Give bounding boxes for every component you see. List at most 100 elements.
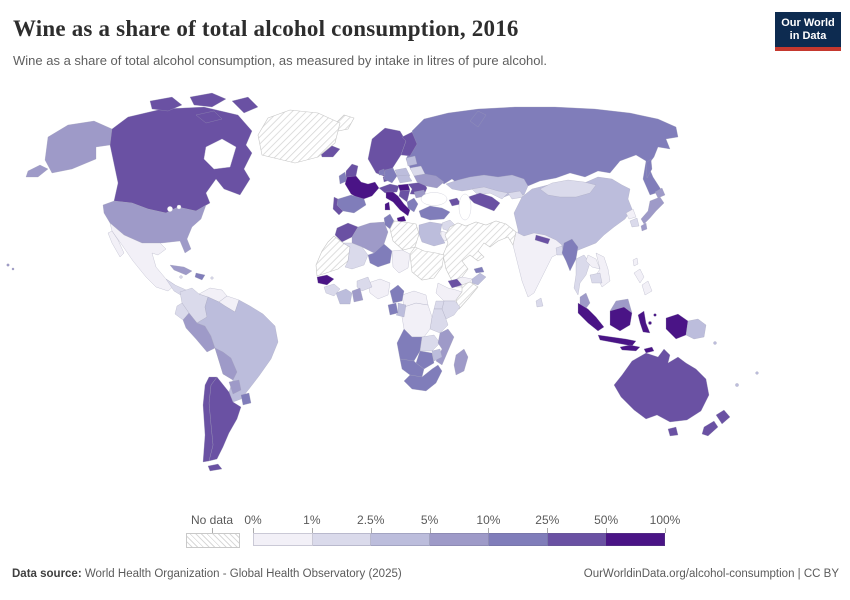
region-italy-sicily[interactable] [396,215,407,223]
legend-bin-25-50%[interactable] [547,533,607,546]
region-uganda[interactable] [433,300,445,310]
region-indonesia-lesser-sunda[interactable] [619,344,641,352]
region-oman[interactable] [471,272,487,286]
region-bolivia[interactable] [214,347,238,381]
region-namibia[interactable] [399,358,425,378]
region-canada-arctic-4[interactable] [195,110,223,124]
region-indonesia-sulawesi[interactable] [637,310,651,334]
region-angola[interactable] [396,328,423,362]
region-uruguay[interactable] [240,392,252,406]
region-ghana[interactable] [351,287,364,303]
region-japan-kyushu[interactable] [640,222,648,232]
region-indonesia-kalimantan[interactable] [609,306,633,332]
region-japan-hokkaido[interactable] [654,187,666,199]
region-sri-lanka[interactable] [535,297,544,308]
region-ecuador[interactable] [174,302,190,321]
legend-bin-50-100%[interactable] [606,533,666,546]
region-tasmania[interactable] [667,426,679,437]
region-canada-arctic-1[interactable] [149,96,183,112]
region-papua-new-guinea[interactable] [685,318,707,340]
region-cameroon[interactable] [389,284,405,304]
credit-link[interactable]: OurWorldinData.org/alcohol-consumption |… [583,568,839,580]
region-zimbabwe[interactable] [431,348,443,362]
region-new-zealand-north[interactable] [715,409,731,425]
region-solomon-islands[interactable] [713,341,717,345]
owid-logo[interactable]: Our World in Data [775,12,841,51]
region-taiwan[interactable] [632,257,639,267]
region-paraguay[interactable] [228,379,242,395]
region-new-caledonia[interactable] [735,383,739,387]
legend-bin-1-2.5%[interactable] [312,533,372,546]
region-japan-honshu[interactable] [640,196,665,225]
region-madagascar[interactable] [453,348,469,376]
region-puerto-rico[interactable] [210,276,214,280]
region-greece[interactable] [406,197,419,213]
region-somalia[interactable] [455,281,479,310]
region-indonesia-java[interactable] [597,334,637,347]
region-czech-slovakia[interactable] [396,174,413,184]
region-chad[interactable] [391,249,411,274]
region-new-zealand-south[interactable] [701,420,719,437]
region-russia-sakhalin[interactable] [645,158,653,179]
region-chile[interactable] [202,376,218,463]
region-hispaniola[interactable] [194,272,206,281]
region-indonesia-maluku-2[interactable] [653,313,657,317]
region-mozambique[interactable] [435,328,455,366]
region-jamaica[interactable] [179,275,183,279]
region-sudan[interactable] [409,246,445,281]
region-philippines-mindanao[interactable] [641,280,653,296]
region-mauritania[interactable] [315,235,351,277]
region-indonesia-papua[interactable] [665,313,689,340]
region-cambodia[interactable] [589,272,603,284]
region-turkey[interactable] [418,205,451,221]
region-australia[interactable] [613,348,710,423]
region-nepal[interactable] [534,234,551,245]
legend-bin-10-25%[interactable] [488,533,548,546]
region-italy[interactable] [385,191,411,217]
region-nigeria[interactable] [367,278,391,300]
region-indonesia-lesser-sunda-2[interactable] [643,346,655,354]
region-ukraine[interactable] [413,173,445,189]
region-congo[interactable] [395,302,407,318]
region-hawaii-2[interactable] [11,267,15,271]
region-ivory-coast[interactable] [335,288,353,305]
region-fiji[interactable] [755,371,759,375]
region-benin-burkina[interactable] [356,276,373,292]
region-canada-arctic-2[interactable] [189,92,227,108]
region-philippines-luzon[interactable] [633,268,645,284]
legend-no-data-swatch[interactable] [186,533,240,548]
legend-bin-0-1%[interactable] [253,533,313,546]
region-alpine[interactable] [378,183,400,194]
region-hawaii-1[interactable] [6,263,10,267]
region-italy-sardinia[interactable] [384,201,391,211]
region-uae[interactable] [473,266,485,274]
region-russia[interactable] [405,106,679,196]
region-russia-novaya-zemlya[interactable] [469,110,487,128]
region-middle-east[interactable] [442,220,517,282]
region-turkmenistan[interactable] [467,192,501,212]
region-guinea[interactable] [323,283,341,297]
region-south-africa[interactable] [403,364,443,392]
region-mali[interactable] [342,242,369,270]
region-greenland[interactable] [257,109,341,164]
region-senegal[interactable] [316,274,335,286]
region-zambia[interactable] [419,334,441,352]
region-indonesia-sumatra[interactable] [577,302,605,332]
region-laos[interactable] [585,254,601,270]
region-tierra-del-fuego[interactable] [207,463,223,472]
region-south-korea[interactable] [629,217,640,228]
region-gabon[interactable] [387,302,399,316]
region-canada-arctic-3[interactable] [231,96,259,114]
region-finland[interactable] [400,131,418,157]
region-baja-california[interactable] [107,230,125,258]
region-alaska[interactable] [44,120,113,174]
region-kazakhstan[interactable] [445,174,529,198]
legend-bin-2.5-5%[interactable] [371,533,431,546]
region-brazil[interactable] [196,296,279,403]
region-germany[interactable] [383,167,398,184]
region-alaska-peninsula[interactable] [25,164,49,178]
region-portugal[interactable] [332,196,344,216]
region-cuba[interactable] [169,264,193,276]
region-baltics[interactable] [405,155,418,167]
region-egypt[interactable] [418,221,446,247]
